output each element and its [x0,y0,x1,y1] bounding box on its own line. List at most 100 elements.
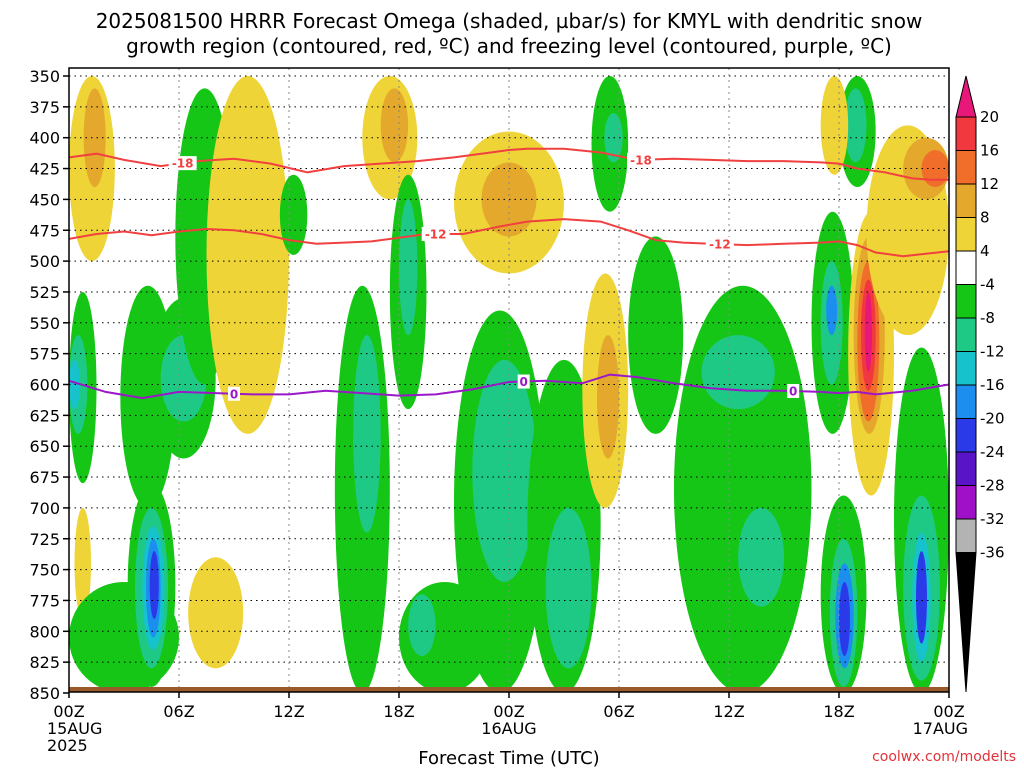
colorbar-label--20: -20 [980,410,1005,428]
y-tick-label-850: 850 [29,684,60,703]
colorbar-band--12 [955,317,977,352]
x-tick-label-0-1: 15AUG [47,719,102,738]
contour-label-0-0: 0 [230,387,238,401]
colorbar-top-cap [955,75,977,118]
contour-label-bg--12-0 [421,226,450,241]
omega-region-37 [628,236,684,434]
contour-label--12-0: -12 [425,227,447,241]
colorbar-band-4 [955,217,977,252]
colorbar-label--16: -16 [980,376,1005,394]
x-tick-label-0-2: 2025 [47,736,88,755]
x-tick-label-24-0: 00Z [493,702,524,721]
colorbar-label-4: 4 [980,242,990,260]
y-tick-label-750: 750 [29,561,60,580]
chart-title-line2: growth region (contoured, red, ºC) and f… [126,34,892,58]
colorbar-band--32 [955,485,977,520]
y-tick-label-625: 625 [29,406,60,425]
contour-label--18-1: -18 [630,153,652,167]
colorbar-band--36 [955,518,977,553]
y-tick-label-775: 775 [29,591,60,610]
x-tick-label-48-0: 00Z [933,702,964,721]
colorbar-label--4: -4 [980,276,995,294]
colorbar-label--32: -32 [980,510,1005,528]
omega-region-22 [380,88,409,163]
contour-label--18-0: -18 [172,157,194,171]
y-tick-label-800: 800 [29,622,60,641]
omega-region-39 [701,335,775,410]
omega-region-28 [472,359,537,582]
colorbar-label--8: -8 [980,309,995,327]
x-tick-label-42-0: 18Z [823,702,854,721]
grid-lines [69,68,949,692]
y-tick-label-550: 550 [29,314,60,333]
contour-label-bg-0-1 [517,374,530,389]
y-tick-label-475: 475 [29,221,60,240]
contour-label-bg--12-1 [705,237,734,252]
omega-region-55 [864,291,872,373]
y-tick-label-375: 375 [29,98,60,117]
colorbar-band-8 [955,183,977,218]
colorbar-label-12: 12 [980,175,999,193]
ground-strip [69,687,949,692]
omega-region-58 [921,150,949,188]
omega-region-26 [408,594,436,656]
colorbar-band--16 [955,351,977,386]
contour-label-bg--18-0 [168,156,197,171]
contour-label-bg-0-2 [787,383,800,398]
omega-region-24 [399,199,418,336]
y-tick-label-825: 825 [29,653,60,672]
contour--12 [69,218,949,258]
contour-label-bg--18-1 [627,152,655,167]
colorbar-band--24 [955,418,977,453]
y-tick-label-500: 500 [29,252,60,271]
contour-label-0-1: 0 [519,375,527,389]
colorbar-label--24: -24 [980,443,1005,461]
y-tick-label-600: 600 [29,376,60,395]
y-tick-label-400: 400 [29,129,60,148]
colorbar-label--36: -36 [980,544,1005,562]
chart-title-line1: 2025081500 HRRR Forecast Omega (shaded, … [96,9,923,33]
omega-region-44 [839,581,850,656]
omega-region-12 [149,551,159,619]
y-axis: 350 375 400 425 450 475 500 525 550 575 600 625 650 6… [29,67,69,703]
y-tick-label-450: 450 [29,190,60,209]
colorbar-label-8: 8 [980,209,990,227]
x-tick-label-18-0: 18Z [383,702,414,721]
contour--18 [69,147,949,181]
temperature-contours: -18 -18 -12 -12 0 0 0 [69,147,949,401]
colorbar-band-12 [955,150,977,185]
x-tick-label-0-0: 00Z [53,702,84,721]
y-tick-label-575: 575 [29,345,60,364]
y-tick-label-725: 725 [29,530,60,549]
omega-region-17 [206,76,289,434]
y-tick-label-525: 525 [29,283,60,302]
y-tick-label-350: 350 [29,67,60,86]
colorbar-bottom-cap [955,552,977,693]
x-tick-label-12-0: 12Z [273,702,304,721]
y-tick-label-650: 650 [29,437,60,456]
omega-region-32 [545,507,592,669]
x-tick-label-6-0: 06Z [163,702,194,721]
x-tick-label-24-1: 16AUG [481,719,536,738]
x-axis-title: Forecast Time (UTC) [418,748,599,768]
omega-region-1 [83,88,106,188]
omega-region-62 [916,551,927,644]
omega-region-34 [597,335,619,459]
omega-region-47 [826,285,838,336]
credit-text: coolwx.com/modelts [872,749,1016,765]
y-tick-label-425: 425 [29,160,60,179]
contour-label--12-1: -12 [709,238,731,252]
colorbar-band--4 [955,250,977,285]
omega-region-5 [74,507,91,619]
colorbar-band-16 [955,116,977,151]
colorbar-label-16: 16 [980,142,999,160]
colorbar: 20 16 12 8 4 -4 -8 -12 -16 -20 -24 -28 -32 -36 [955,75,1005,693]
contour-label-bg-0-0 [228,386,240,401]
omega-region-18 [279,174,308,255]
x-tick-label-30-0: 06Z [603,702,634,721]
contour-label-0-2: 0 [789,384,797,398]
colorbar-band--20 [955,384,977,419]
omega-region-40 [738,507,784,607]
